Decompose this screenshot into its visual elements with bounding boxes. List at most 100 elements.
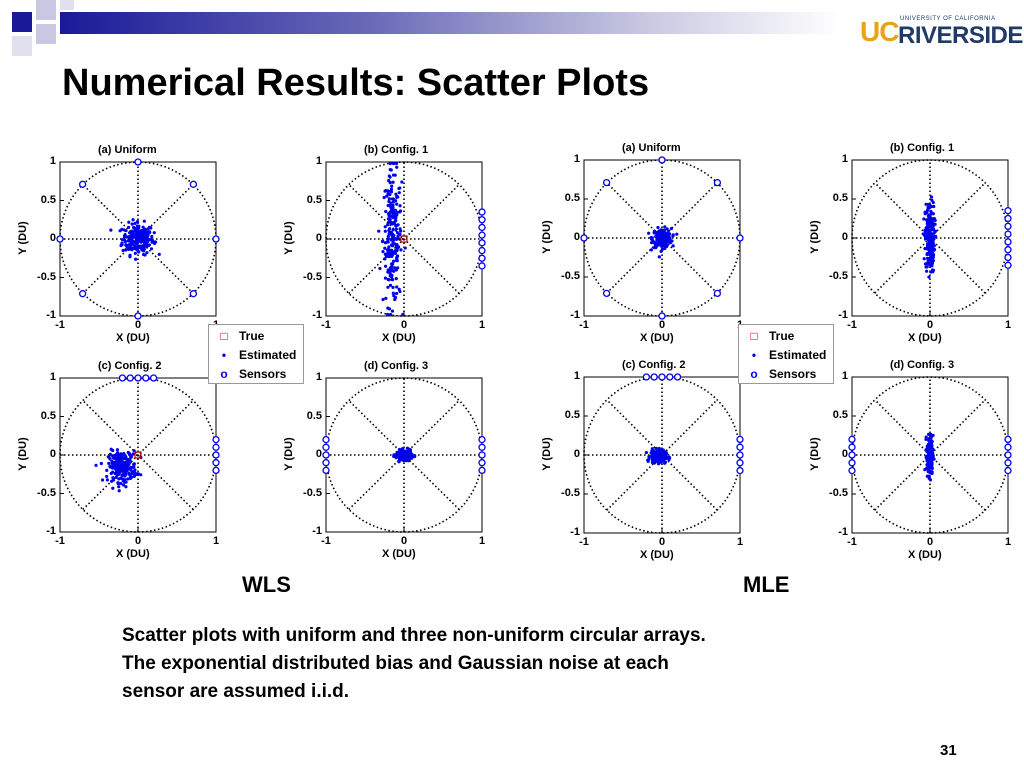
estimated-point	[131, 452, 135, 456]
estimated-point	[928, 237, 932, 241]
estimated-point	[384, 254, 388, 258]
estimated-point	[931, 270, 935, 274]
array-circle	[325, 377, 483, 533]
sensor-marker	[1004, 238, 1012, 246]
legend-item-estimated: • Estimated	[751, 348, 827, 362]
estimated-point	[929, 455, 934, 460]
sensor-marker	[78, 180, 87, 188]
estimated-point	[391, 216, 395, 220]
estimated-point	[928, 459, 932, 464]
estimated-point	[122, 452, 126, 456]
estimated-point	[927, 458, 931, 462]
estimated-point	[658, 232, 662, 236]
estimated-point	[389, 214, 393, 218]
estimated-point	[658, 231, 663, 235]
y-tick-label: 0.5	[564, 192, 580, 204]
estimated-point	[927, 459, 931, 463]
estimated-point	[926, 456, 931, 460]
estimated-point	[655, 233, 659, 237]
estimated-point	[116, 465, 120, 470]
estimated-point	[930, 461, 934, 465]
estimated-point	[925, 448, 929, 452]
estimated-point	[397, 456, 401, 460]
estimated-point	[660, 456, 664, 460]
estimated-point	[930, 226, 935, 231]
estimated-point	[139, 240, 143, 244]
estimated-point	[658, 236, 663, 240]
legend-item-estimated: • Estimated	[221, 348, 297, 362]
estimated-point	[930, 247, 934, 252]
estimated-point	[657, 454, 662, 458]
estimated-point	[927, 224, 931, 228]
estimated-point	[929, 449, 933, 453]
estimated-point	[931, 224, 935, 228]
estimated-point	[932, 248, 936, 252]
estimated-point	[931, 236, 935, 240]
estimated-point	[131, 246, 135, 250]
estimated-point	[653, 450, 657, 454]
estimated-point	[927, 215, 931, 219]
estimated-point	[399, 451, 403, 456]
estimated-point	[655, 457, 659, 461]
dotted-guide-line	[606, 399, 718, 511]
estimated-point	[397, 452, 401, 456]
estimated-point	[111, 476, 115, 480]
estimated-point	[652, 457, 656, 461]
estimated-point	[403, 454, 407, 458]
estimated-point	[927, 242, 931, 246]
estimated-point	[126, 450, 130, 455]
estimated-point	[402, 451, 406, 455]
estimated-point	[652, 458, 656, 462]
estimated-point	[926, 442, 930, 446]
estimated-point	[927, 230, 931, 234]
estimated-point	[654, 457, 658, 461]
estimated-point	[388, 161, 392, 166]
estimated-point	[930, 462, 934, 466]
estimated-point	[404, 452, 409, 456]
dotted-guide-line	[874, 399, 986, 511]
estimated-point	[121, 248, 125, 253]
estimated-point	[927, 257, 932, 262]
x-axis-label: X (DU)	[116, 332, 150, 344]
estimated-point	[928, 470, 932, 474]
estimated-point	[927, 456, 931, 460]
estimated-point	[127, 452, 131, 456]
estimated-point	[387, 278, 391, 282]
estimated-point	[927, 443, 931, 447]
estimated-point	[401, 455, 405, 460]
estimated-point	[111, 454, 115, 458]
estimated-point	[125, 469, 129, 473]
sensor-marker	[602, 178, 611, 187]
estimated-point	[395, 243, 399, 247]
estimated-point	[136, 249, 140, 253]
estimated-point	[401, 451, 406, 455]
estimated-point	[404, 455, 408, 459]
array-circle	[325, 161, 483, 317]
estimated-point	[659, 240, 663, 245]
estimated-point	[928, 463, 933, 467]
sensor-marker	[1004, 246, 1012, 254]
estimated-point	[135, 232, 139, 236]
estimated-point	[661, 448, 665, 452]
estimated-point	[653, 457, 657, 461]
estimated-point	[654, 456, 658, 460]
y-tick-label: -1	[570, 309, 580, 321]
estimated-point	[393, 266, 397, 270]
estimated-point	[925, 450, 929, 454]
estimated-point	[397, 452, 402, 457]
estimated-point	[654, 454, 659, 458]
estimated-point	[401, 452, 405, 456]
estimated-point	[926, 469, 930, 474]
estimated-point	[127, 225, 131, 229]
estimated-point	[139, 229, 143, 233]
estimated-point	[399, 451, 403, 455]
estimated-point	[406, 454, 410, 458]
estimated-point	[128, 243, 132, 247]
sensor-marker	[736, 234, 744, 242]
estimated-point	[141, 249, 146, 253]
estimated-point	[394, 456, 398, 460]
estimated-point	[133, 473, 137, 478]
estimated-point	[925, 251, 930, 256]
estimated-point	[118, 460, 122, 464]
estimated-point	[396, 452, 400, 456]
